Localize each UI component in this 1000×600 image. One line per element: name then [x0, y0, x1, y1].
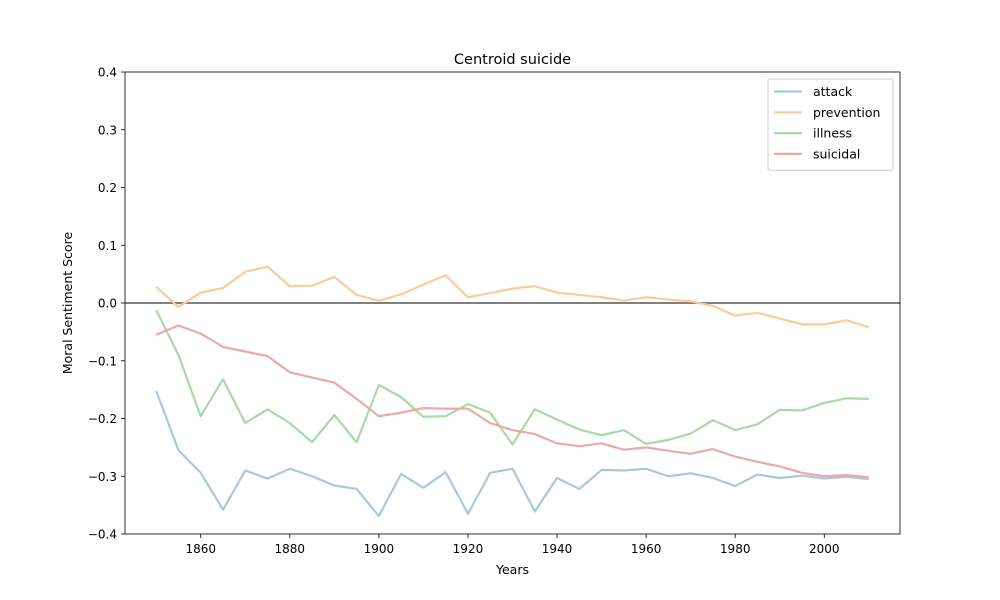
y-tick-label: −0.1 — [88, 354, 117, 368]
legend-label-attack: attack — [813, 84, 853, 99]
y-axis-title: Moral Sentiment Score — [60, 232, 75, 375]
legend-label-suicidal: suicidal — [813, 146, 860, 161]
x-tick-label: 1920 — [453, 542, 484, 556]
y-tick-label: 0.3 — [98, 123, 117, 137]
x-axis-title: Years — [495, 562, 529, 577]
legend-label-illness: illness — [813, 126, 852, 141]
y-tick-label: 0.2 — [98, 181, 117, 195]
series-line-attack — [155, 390, 869, 518]
x-tick-label: 1980 — [720, 542, 751, 556]
plot-area: 1860 1880 1900 1920 1940 1960 1980 2000 −0.4 −0.3… — [88, 66, 901, 556]
x-tick-label: 2000 — [809, 542, 840, 556]
y-tick-label: 0.0 — [98, 297, 117, 311]
y-tick-label: 0.4 — [98, 66, 117, 80]
axes-frame — [124, 71, 901, 535]
y-tick-label: 0.1 — [98, 239, 117, 253]
x-tick-label: 1900 — [364, 542, 395, 556]
legend-box — [767, 78, 894, 171]
y-tick-label: −0.4 — [88, 528, 117, 542]
x-tick-label: 1940 — [542, 542, 573, 556]
series-line-prevention — [155, 265, 870, 329]
legend-label-prevention: prevention — [813, 105, 880, 120]
chart-title: Centroid suicide — [454, 52, 571, 68]
x-tick-label: 1860 — [185, 542, 216, 556]
y-tick-label: −0.3 — [88, 470, 117, 484]
x-tick-label: 1960 — [631, 542, 662, 556]
x-tick-label: 1880 — [275, 542, 306, 556]
series-line-illness — [155, 309, 869, 446]
y-tick-label: −0.2 — [88, 412, 117, 426]
legend: attack prevention illness suicidal — [767, 78, 894, 171]
series-line-suicidal — [155, 324, 869, 479]
